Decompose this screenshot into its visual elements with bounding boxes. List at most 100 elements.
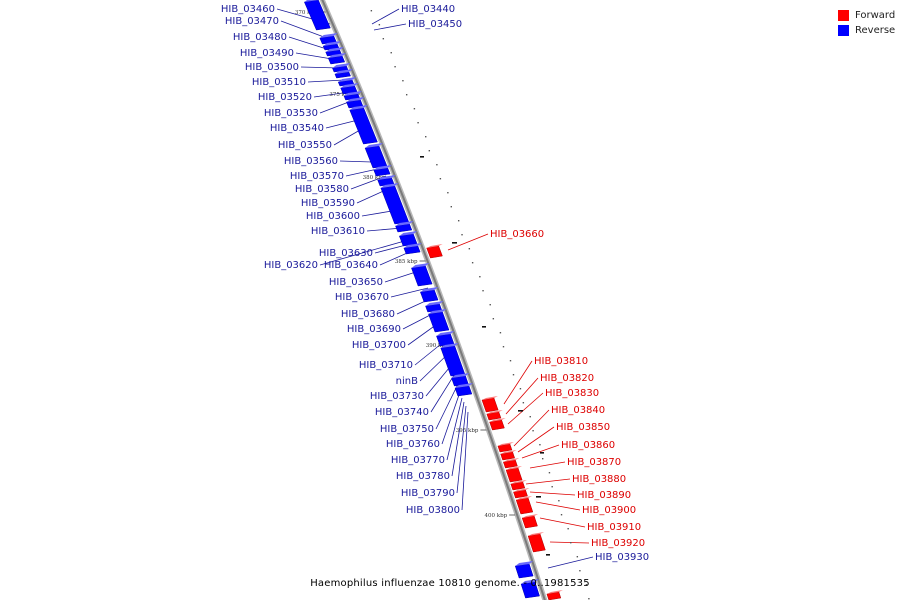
reverse-gene-block[interactable] [420,289,439,303]
gene-label[interactable]: HIB_03840 [551,405,605,416]
gene-label[interactable]: HIB_03560 [284,156,338,167]
ring-dot [468,248,471,250]
gene-label[interactable]: HIB_03630 [319,248,373,259]
reverse-gene-block[interactable] [514,563,534,579]
gene-label[interactable]: HIB_03510 [252,77,306,88]
reverse-gene-top [328,53,347,58]
reverse-gene-block[interactable] [373,167,391,177]
gene-label[interactable]: HIB_03910 [587,522,641,533]
gene-label[interactable]: HIB_03450 [408,19,462,30]
forward-gene-block[interactable] [481,397,499,413]
gene-label[interactable]: HIB_03930 [595,552,649,563]
reverse-gene-top [399,231,418,236]
gene-label[interactable]: HIB_03530 [264,108,318,119]
ring-dot [382,38,385,40]
ring-dot [512,374,515,376]
reverse-gene-block[interactable] [520,581,540,599]
reverse-gene-top [436,331,455,336]
forward-gene-top [486,410,503,414]
forward-gene-top [528,532,545,536]
gene-label[interactable]: HIB_03610 [311,226,365,237]
ring-dot [509,360,512,362]
ring-dash [420,156,424,158]
gene-label[interactable]: HIB_03620 [264,260,318,271]
forward-gene-block[interactable] [426,245,443,259]
genome-title: Haemophilus influenzae 10810 genome. - 0… [310,578,590,589]
ring-dot [576,556,579,558]
leader-line [446,397,463,461]
gene-label[interactable]: HIB_03590 [301,198,355,209]
leader-line [507,392,544,425]
ring-dot [492,318,495,320]
gene-label[interactable]: HIB_03650 [329,277,383,288]
gene-label[interactable]: HIB_03890 [577,490,631,501]
ring-dot [413,108,416,110]
gene-label[interactable]: HIB_03820 [540,373,594,384]
gene-label[interactable]: HIB_03460 [221,4,275,15]
gene-label[interactable]: HIB_03790 [401,488,455,499]
leader-line [373,23,407,31]
gene-label[interactable]: HIB_03880 [572,474,626,485]
gene-label[interactable]: HIB_03800 [406,505,460,516]
ring-dot [567,528,569,530]
reverse-gene-block[interactable] [303,0,331,31]
ring-dot [439,178,442,180]
ring-dot [489,304,491,306]
gene-label[interactable]: HIB_03470 [225,16,279,27]
gene-label[interactable]: HIB_03860 [561,440,615,451]
ring-dot [558,500,560,502]
reverse-gene-top [440,343,459,348]
gene-label[interactable]: HIB_03780 [396,471,450,482]
reverse-gene-top [420,287,439,292]
forward-gene-block[interactable] [521,515,538,529]
leader-line [549,541,590,544]
gene-features[interactable] [303,0,563,600]
leader-line [441,391,461,445]
reverse-gene-top [521,579,540,584]
gene-label[interactable]: HIB_03920 [591,538,645,549]
leader-line [521,444,560,459]
gene-label[interactable]: HIB_03850 [556,422,610,433]
leader-line [547,556,594,569]
gene-label[interactable]: HIB_03580 [295,184,349,195]
gene-label[interactable]: HIB_03700 [352,340,406,351]
gene-label[interactable]: HIB_03570 [290,171,344,182]
forward-gene-top [503,458,520,462]
gene-label[interactable]: HIB_03760 [386,439,440,450]
leader-line [325,119,359,129]
reverse-gene-block[interactable] [395,223,413,233]
gene-label[interactable]: HIB_03490 [240,48,294,59]
gene-label[interactable]: HIB_03640 [324,260,378,271]
gene-label[interactable]: HIB_03770 [391,455,445,466]
gene-label[interactable]: HIB_03730 [370,391,424,402]
gene-label[interactable]: HIB_03600 [306,211,360,222]
forward-gene-block[interactable] [546,591,562,600]
gene-label[interactable]: HIB_03750 [380,424,434,435]
reverse-gene-block[interactable] [403,245,421,255]
forward-gene-block[interactable] [505,467,523,483]
gene-label[interactable]: HIB_03810 [534,356,588,367]
gene-label[interactable]: HIB_03870 [567,457,621,468]
forward-gene-block[interactable] [527,533,546,553]
reverse-gene-top [332,63,351,68]
gene-label[interactable]: HIB_03830 [545,388,599,399]
gene-label[interactable]: HIB_03440 [401,4,455,15]
gene-label[interactable]: HIB_03900 [582,505,636,516]
gene-label[interactable]: HIB_03480 [233,32,287,43]
gene-label[interactable]: HIB_03520 [258,92,312,103]
gene-label[interactable]: HIB_03680 [341,309,395,320]
gene-label[interactable]: ninB [396,376,418,387]
gene-label[interactable]: HIB_03660 [490,229,544,240]
reverse-gene-top [428,309,447,314]
reverse-gene-block[interactable] [327,55,346,65]
gene-label[interactable]: HIB_03670 [335,292,389,303]
gene-label[interactable]: HIB_03710 [359,360,413,371]
gene-label[interactable]: HIB_03540 [270,123,324,134]
gene-label[interactable]: HIB_03500 [245,62,299,73]
gene-label[interactable]: HIB_03740 [375,407,429,418]
gene-label[interactable]: HIB_03690 [347,324,401,335]
gene-label[interactable]: HIB_03550 [278,140,332,151]
ring-dot [405,94,408,96]
ring-dot [539,444,541,446]
